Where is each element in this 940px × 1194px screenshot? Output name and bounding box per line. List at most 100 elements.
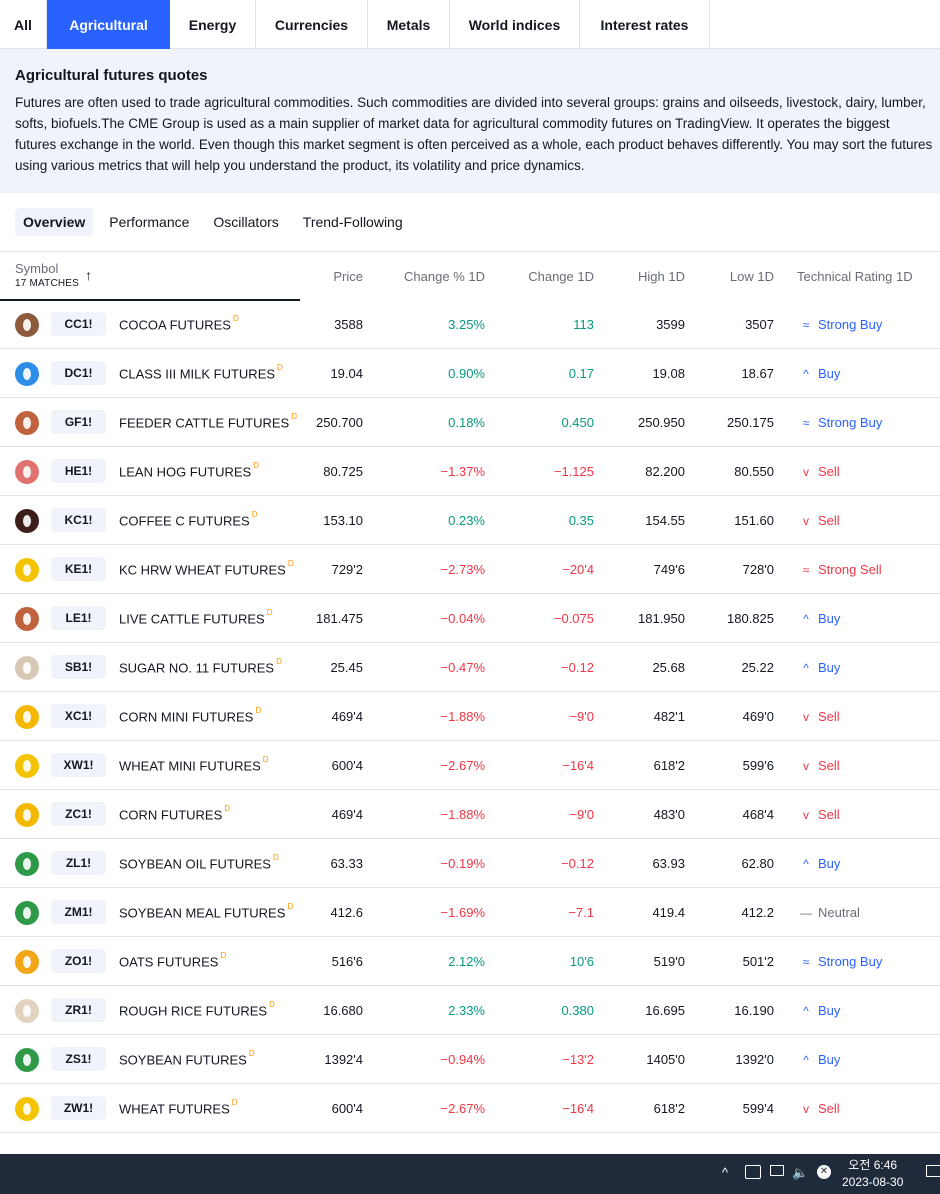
tab-energy[interactable]: Energy bbox=[170, 0, 256, 49]
instrument-name[interactable]: COCOA FUTURES D bbox=[119, 314, 239, 332]
change-percent-column-header[interactable]: Change % 1D bbox=[404, 269, 485, 284]
ticker-badge[interactable]: XC1! bbox=[51, 704, 106, 728]
close-circle-icon[interactable]: ✕ bbox=[817, 1165, 831, 1179]
ticker-badge[interactable]: HE1! bbox=[51, 459, 106, 483]
table-row[interactable]: KE1! KC HRW WHEAT FUTURES D 729'2 −2.73% −20'… bbox=[0, 545, 940, 594]
symbol-header-label: Symbol bbox=[15, 261, 59, 276]
ticker-badge[interactable]: ZO1! bbox=[51, 949, 106, 973]
ticker-badge[interactable]: ZC1! bbox=[51, 802, 106, 826]
table-row[interactable]: ZS1! SOYBEAN FUTURES D 1392'4 −0.94% −13'2 140… bbox=[0, 1035, 940, 1084]
hog-icon bbox=[15, 460, 39, 484]
chevron-up-icon[interactable]: ^ bbox=[722, 1165, 729, 1180]
change-cell: 0.17 bbox=[568, 366, 594, 381]
ticker-badge[interactable]: ZL1! bbox=[51, 851, 106, 875]
ticker-badge[interactable]: DC1! bbox=[51, 361, 106, 385]
low-cell: 728'0 bbox=[742, 562, 774, 577]
instrument-name[interactable]: WHEAT FUTURES D bbox=[119, 1098, 238, 1116]
instrument-name-text: LIVE CATTLE FUTURES bbox=[119, 611, 265, 627]
table-header: Symbol 17 MATCHES ↑ Price Change % 1D Ch… bbox=[0, 251, 940, 301]
table-row[interactable]: DC1! CLASS III MILK FUTURES D 19.04 0.90% 0.1… bbox=[0, 349, 940, 398]
change-percent-cell: −0.19% bbox=[440, 856, 485, 871]
delayed-marker: D bbox=[287, 902, 294, 911]
ticker-badge[interactable]: ZR1! bbox=[51, 998, 106, 1022]
table-row[interactable]: ZC1! CORN FUTURES D 469'4 −1.88% −9'0 483'0 468… bbox=[0, 790, 940, 839]
table-row[interactable]: ZO1! OATS FUTURES D 516'6 2.12% 10'6 519'0 501'… bbox=[0, 937, 940, 986]
rating-label: Strong Buy bbox=[818, 317, 883, 332]
sort-ascending-icon[interactable]: ↑ bbox=[85, 267, 92, 283]
network-icon[interactable] bbox=[770, 1165, 784, 1176]
low-column-header[interactable]: Low 1D bbox=[729, 269, 774, 284]
table-row[interactable]: SB1! SUGAR NO. 11 FUTURES D 25.45 −0.47% −0.1… bbox=[0, 643, 940, 692]
screen-capture-icon[interactable] bbox=[745, 1165, 761, 1179]
volume-icon[interactable]: 🔈 bbox=[792, 1165, 809, 1180]
instrument-name[interactable]: SUGAR NO. 11 FUTURES D bbox=[119, 657, 282, 675]
change-cell: −20'4 bbox=[562, 562, 594, 577]
ticker-badge[interactable]: KE1! bbox=[51, 557, 106, 581]
tab-metals[interactable]: Metals bbox=[368, 0, 450, 49]
high-cell: 482'1 bbox=[653, 709, 685, 724]
instrument-name[interactable]: ROUGH RICE FUTURES D bbox=[119, 1000, 275, 1018]
ticker-badge[interactable]: CC1! bbox=[51, 312, 106, 336]
corn-icon bbox=[15, 803, 39, 827]
table-row[interactable]: XW1! WHEAT MINI FUTURES D 600'4 −2.67% −16'4 6… bbox=[0, 741, 940, 790]
instrument-name[interactable]: WHEAT MINI FUTURES D bbox=[119, 755, 269, 773]
instrument-name[interactable]: FEEDER CATTLE FUTURES D bbox=[119, 412, 297, 430]
rating-label: Buy bbox=[818, 611, 841, 626]
ticker-badge[interactable]: KC1! bbox=[51, 508, 106, 532]
technical-rating-column-header[interactable]: Technical Rating 1D bbox=[797, 269, 913, 284]
rating-label: Sell bbox=[818, 758, 840, 773]
system-clock[interactable]: 오전 6:46 2023-08-30 bbox=[842, 1157, 903, 1191]
high-column-header[interactable]: High 1D bbox=[638, 269, 685, 284]
instrument-name[interactable]: COFFEE C FUTURES D bbox=[119, 510, 258, 528]
tab-all[interactable]: All bbox=[0, 0, 47, 49]
table-row[interactable]: KC1! COFFEE C FUTURES D 153.10 0.23% 0.35 154.… bbox=[0, 496, 940, 545]
ticker-badge[interactable]: ZS1! bbox=[51, 1047, 106, 1071]
ticker-badge[interactable]: LE1! bbox=[51, 606, 106, 630]
ticker-badge[interactable]: XW1! bbox=[51, 753, 106, 777]
tab-interest-rates[interactable]: Interest rates bbox=[580, 0, 710, 49]
instrument-name[interactable]: KC HRW WHEAT FUTURES D bbox=[119, 559, 294, 577]
instrument-name[interactable]: CORN FUTURES D bbox=[119, 804, 230, 822]
table-row[interactable]: GF1! FEEDER CATTLE FUTURES D 250.700 0.18% 0.… bbox=[0, 398, 940, 447]
table-row[interactable]: XC1! CORN MINI FUTURES D 469'4 −1.88% −9'0 482… bbox=[0, 692, 940, 741]
tab-oscillators[interactable]: Oscillators bbox=[213, 214, 279, 230]
table-row[interactable]: ZL1! SOYBEAN OIL FUTURES D 63.33 −0.19% −0.12… bbox=[0, 839, 940, 888]
tab-world-indices[interactable]: World indices bbox=[450, 0, 580, 49]
price-column-header[interactable]: Price bbox=[333, 269, 363, 284]
symbol-column-header[interactable]: Symbol 17 MATCHES bbox=[15, 261, 79, 289]
change-percent-cell: −1.37% bbox=[440, 464, 485, 479]
change-cell: −9'0 bbox=[569, 709, 594, 724]
technical-rating: ≈ Strong Sell bbox=[799, 562, 882, 577]
change-percent-cell: 3.25% bbox=[448, 317, 485, 332]
table-row[interactable]: CC1! COCOA FUTURES D 3588 3.25% 113 3599 3507 ≈ S… bbox=[0, 300, 940, 349]
instrument-name[interactable]: SOYBEAN MEAL FUTURES D bbox=[119, 902, 294, 920]
ticker-badge[interactable]: ZM1! bbox=[51, 900, 106, 924]
price-cell: 600'4 bbox=[331, 758, 363, 773]
rating-icon: ≈ bbox=[802, 416, 810, 430]
table-row[interactable]: ZW1! WHEAT FUTURES D 600'4 −2.67% −16'4 618'2 5… bbox=[0, 1084, 940, 1133]
table-row[interactable]: HE1! LEAN HOG FUTURES D 80.725 −1.37% −1.125 8… bbox=[0, 447, 940, 496]
change-column-header[interactable]: Change 1D bbox=[528, 269, 594, 284]
tab-agricultural[interactable]: Agricultural bbox=[47, 0, 170, 49]
table-row[interactable]: ZR1! ROUGH RICE FUTURES D 16.680 2.33% 0.380 1… bbox=[0, 986, 940, 1035]
tab-currencies[interactable]: Currencies bbox=[256, 0, 368, 49]
low-cell: 250.175 bbox=[727, 415, 774, 430]
instrument-name[interactable]: SOYBEAN OIL FUTURES D bbox=[119, 853, 279, 871]
instrument-name[interactable]: SOYBEAN FUTURES D bbox=[119, 1049, 255, 1067]
technical-rating: ^ Buy bbox=[799, 1052, 840, 1067]
tab-performance[interactable]: Performance bbox=[109, 214, 190, 230]
notification-icon[interactable] bbox=[926, 1165, 940, 1177]
instrument-name[interactable]: CORN MINI FUTURES D bbox=[119, 706, 261, 724]
instrument-name[interactable]: CLASS III MILK FUTURES D bbox=[119, 363, 283, 381]
instrument-name[interactable]: OATS FUTURES D bbox=[119, 951, 226, 969]
ticker-badge[interactable]: GF1! bbox=[51, 410, 106, 434]
tab-trend-following[interactable]: Trend-Following bbox=[302, 214, 403, 230]
instrument-name[interactable]: LEAN HOG FUTURES D bbox=[119, 461, 259, 479]
ticker-badge[interactable]: ZW1! bbox=[51, 1096, 106, 1120]
table-row[interactable]: LE1! LIVE CATTLE FUTURES D 181.475 −0.04% −0.… bbox=[0, 594, 940, 643]
tab-overview[interactable]: Overview bbox=[15, 208, 94, 236]
instrument-name[interactable]: LIVE CATTLE FUTURES D bbox=[119, 608, 272, 627]
table-row[interactable]: ZM1! SOYBEAN MEAL FUTURES D 412.6 −1.69% −7.1… bbox=[0, 888, 940, 937]
ticker-badge[interactable]: SB1! bbox=[51, 655, 106, 679]
rating-icon: ^ bbox=[803, 661, 809, 675]
